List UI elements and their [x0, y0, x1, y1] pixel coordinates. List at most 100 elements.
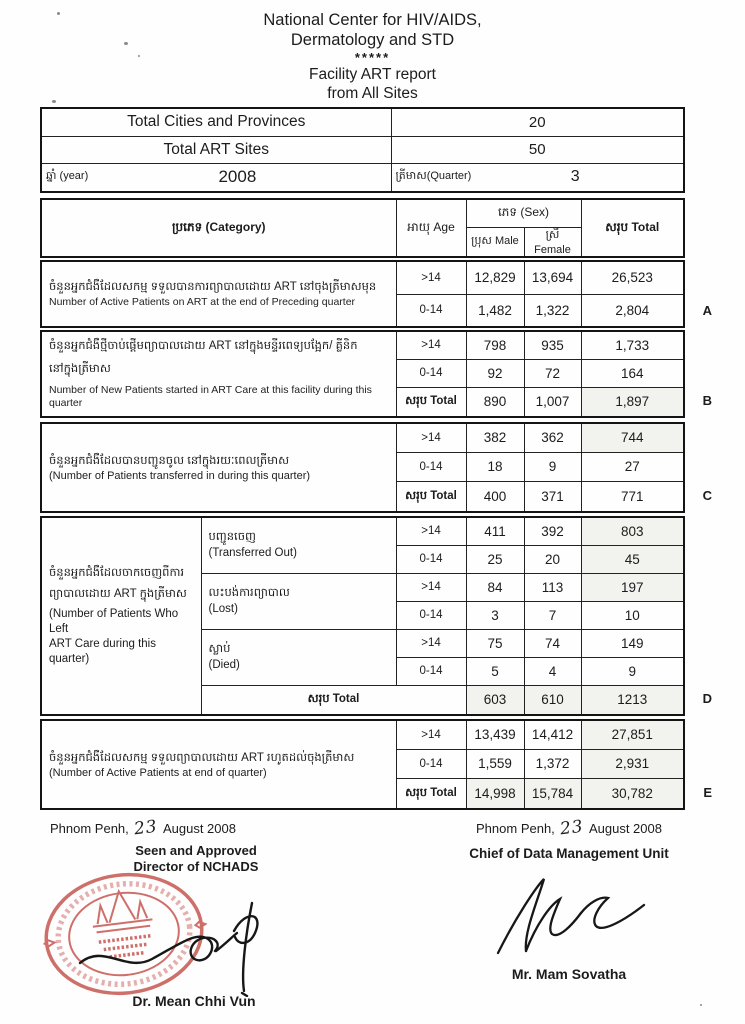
female-cell: 13,694 [523, 260, 582, 295]
total-cities-value: 20 [390, 107, 685, 137]
section-d: ចំនួនអ្នកជំងឺដែលចាកចេញពីការ ព្យាបាលដោយ A… [40, 516, 712, 716]
scan-speck [57, 12, 60, 15]
male-cell: 1,482 [465, 293, 525, 328]
table-row: ចំនួនអ្នកជំងឺដែលបានបញ្ជូនចូល នៅក្នុងរយៈព… [40, 422, 685, 513]
header-female: ស្រី Female [523, 226, 582, 258]
section-b-table: ចំនួនអ្នកជំងឺថ្មីចាប់ផ្ដើមព្យាបាលដោយ ART… [40, 330, 685, 418]
table-row: ឆ្នាំ (year) 2008 ត្រីមាស(Quarter) 3 [40, 162, 685, 193]
total-cell: 2,804 [580, 293, 685, 328]
category-cell: ចំនួនអ្នកជំងឺដែលបានបញ្ជូនចូល នៅក្នុងរយៈព… [40, 422, 397, 513]
age-cell: 0-14 [395, 656, 467, 686]
age-cell: >14 [395, 572, 467, 602]
total-cell: 1,897 [580, 386, 685, 418]
category-khmer-label: ចំនួនអ្នកជំងឺដែលសកម្ម ទទួលព្យាបាលដោយ ART… [49, 751, 355, 764]
total-cell: 164 [580, 358, 685, 388]
female-cell: 74 [523, 628, 582, 658]
report-title-line2: from All Sites [327, 85, 418, 102]
age-cell: 0-14 [395, 293, 467, 328]
table-row: ចំនួនអ្នកជំងឺដែលសកម្ម ទទួលព្យាបាលដោយ ART… [40, 719, 685, 810]
female-cell: 9 [523, 451, 582, 482]
subcategory-english-label: (Transferred Out) [208, 547, 297, 560]
table-row: 0-14 18 9 27 [41, 451, 685, 482]
section-c: ចំនួនអ្នកជំងឺដែលបានបញ្ជូនចូល នៅក្នុងរយៈព… [40, 422, 712, 513]
category-cell: ចំនួនអ្នកជំងឺថ្មីចាប់ផ្ដើមព្យាបាលដោយ ART… [40, 330, 397, 418]
table-row: Total ART Sites 50 [40, 135, 685, 164]
chief-name: Mr. Mam Sovatha [511, 966, 627, 982]
male-cell: 411 [465, 516, 525, 546]
category-english-label: (Number of Active Patients at end of qua… [49, 766, 267, 779]
place-text: Phnom Penh, [50, 821, 129, 836]
table-row: ប្រុស Male ស្រី Female [41, 226, 684, 258]
table-row: 0-14 1,482 1,322 2,804 [41, 293, 685, 328]
total-cell: 27,851 [580, 719, 685, 750]
table-row: 0-14 1,559 1,372 2,931 [41, 748, 685, 779]
age-cell: >14 [395, 330, 467, 360]
age-cell: 0-14 [395, 451, 467, 482]
male-cell: 92 [465, 358, 525, 388]
year-value: 2008 [218, 167, 257, 187]
scan-speck [138, 55, 140, 57]
age-cell: >14 [395, 628, 467, 658]
total-row-label: សរុប Total [395, 386, 467, 418]
category-english-label1: (Number of Patients Who Left [49, 608, 179, 635]
chief-signature [496, 878, 646, 955]
category-english-label: Number of Active Patients on ART at the … [49, 296, 356, 308]
official-stamp-icon [42, 872, 208, 996]
total-cell: 45 [580, 544, 685, 574]
section-a: ចំនួនអ្នកជំងឺដែលសកម្ម ទទួលបានការព្យាបាលដ… [40, 260, 712, 328]
category-khmer-label: ចំនួនអ្នកជំងឺដែលចាកចេញពីការ [49, 567, 185, 579]
male-cell: 14,998 [465, 777, 525, 810]
male-cell: 5 [465, 656, 525, 686]
approval-line1: Seen and Approved [135, 843, 257, 858]
total-cell: 27 [580, 451, 685, 482]
male-cell: 890 [465, 386, 525, 418]
female-cell: 392 [523, 516, 582, 546]
handwritten-day: 23 [133, 816, 160, 840]
header-sex: ភេទ (Sex) [465, 198, 582, 228]
female-cell: 610 [523, 684, 582, 716]
signature-footer: Phnom Penh, 23 August 2008 Seen and Appr… [0, 816, 745, 1009]
section-e: ចំនួនអ្នកជំងឺដែលសកម្ម ទទួលព្យាបាលដោយ ART… [40, 719, 712, 810]
total-cell: 803 [580, 516, 685, 546]
header-age: អាយុ Age [395, 198, 467, 258]
handwritten-day: 23 [559, 816, 586, 840]
subcategory-cell-died: ស្លាប់ (Died) [200, 628, 397, 686]
age-cell: >14 [395, 422, 467, 453]
male-cell: 603 [465, 684, 525, 716]
section-b: ចំនួនអ្នកជំងឺថ្មីចាប់ផ្ដើមព្យាបាលដោយ ART… [40, 330, 712, 418]
female-cell: 1,007 [523, 386, 582, 418]
age-cell: 0-14 [395, 600, 467, 630]
female-cell: 7 [523, 600, 582, 630]
footer-left: Phnom Penh, 23 August 2008 Seen and Appr… [36, 816, 381, 1009]
age-cell: >14 [395, 719, 467, 750]
stamp-signature-area [36, 872, 381, 997]
total-row-label: សរុប Total [395, 480, 467, 513]
category-khmer-label: ចំនួនអ្នកជំងឺថ្មីចាប់ផ្ដើមព្យាបាលដោយ ART… [49, 340, 358, 352]
report-title-line1: Facility ART report [309, 66, 436, 83]
total-cell: 1213 [580, 684, 685, 716]
title-block: National Center for HIV/AIDS, Dermatolog… [0, 0, 745, 103]
subcategory-cell-transferred-out: បញ្ជូនចេញ (Transferred Out) [200, 516, 397, 574]
total-cell: 9 [580, 656, 685, 686]
section-c-table: ចំនួនអ្នកជំងឺដែលបានបញ្ជូនចូល នៅក្នុងរយៈព… [40, 422, 685, 513]
scan-speck [124, 42, 128, 45]
total-cell: 26,523 [580, 260, 685, 295]
subcategory-khmer-label: លះបង់ការព្យាបាល [208, 587, 290, 599]
male-cell: 382 [465, 422, 525, 453]
director-signature [78, 901, 259, 997]
section-letter: A [702, 303, 712, 318]
table-row: 0-14 5 4 9 [41, 656, 685, 686]
female-cell: 15,784 [523, 777, 582, 810]
scan-speck [700, 1004, 702, 1006]
subcategory-cell-lost: លះបង់ការព្យាបាល (Lost) [200, 572, 397, 630]
category-khmer-label: ចំនួនអ្នកជំងឺដែលបានបញ្ជូនចូល នៅក្នុងរយៈព… [49, 454, 290, 467]
org-name-line2: Dermatology and STD [290, 31, 455, 49]
category-khmer-label2: នៅក្នុងត្រីមាស [49, 363, 111, 375]
male-cell: 25 [465, 544, 525, 574]
table-row: សរុប Total 14,998 15,784 30,782 [41, 777, 685, 810]
total-row-label: សរុប Total [200, 684, 467, 716]
female-cell: 14,412 [523, 719, 582, 750]
female-cell: 20 [523, 544, 582, 574]
table-row: ចំនួនអ្នកជំងឺថ្មីចាប់ផ្ដើមព្យាបាលដោយ ART… [40, 330, 685, 418]
